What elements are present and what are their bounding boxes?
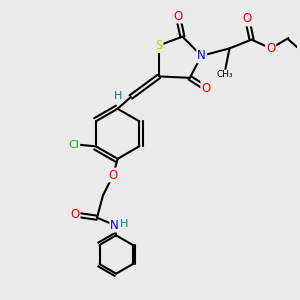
Text: N: N: [110, 219, 119, 232]
Text: O: O: [70, 208, 80, 221]
Text: S: S: [155, 39, 163, 52]
Text: O: O: [173, 10, 183, 22]
Text: Cl: Cl: [68, 140, 79, 150]
Text: O: O: [242, 13, 252, 26]
Text: O: O: [109, 169, 118, 182]
Text: N: N: [197, 49, 206, 62]
Text: O: O: [266, 42, 275, 55]
Text: H: H: [114, 91, 123, 100]
Text: H: H: [120, 219, 128, 229]
Text: CH₃: CH₃: [217, 70, 233, 80]
Text: O: O: [201, 82, 211, 95]
